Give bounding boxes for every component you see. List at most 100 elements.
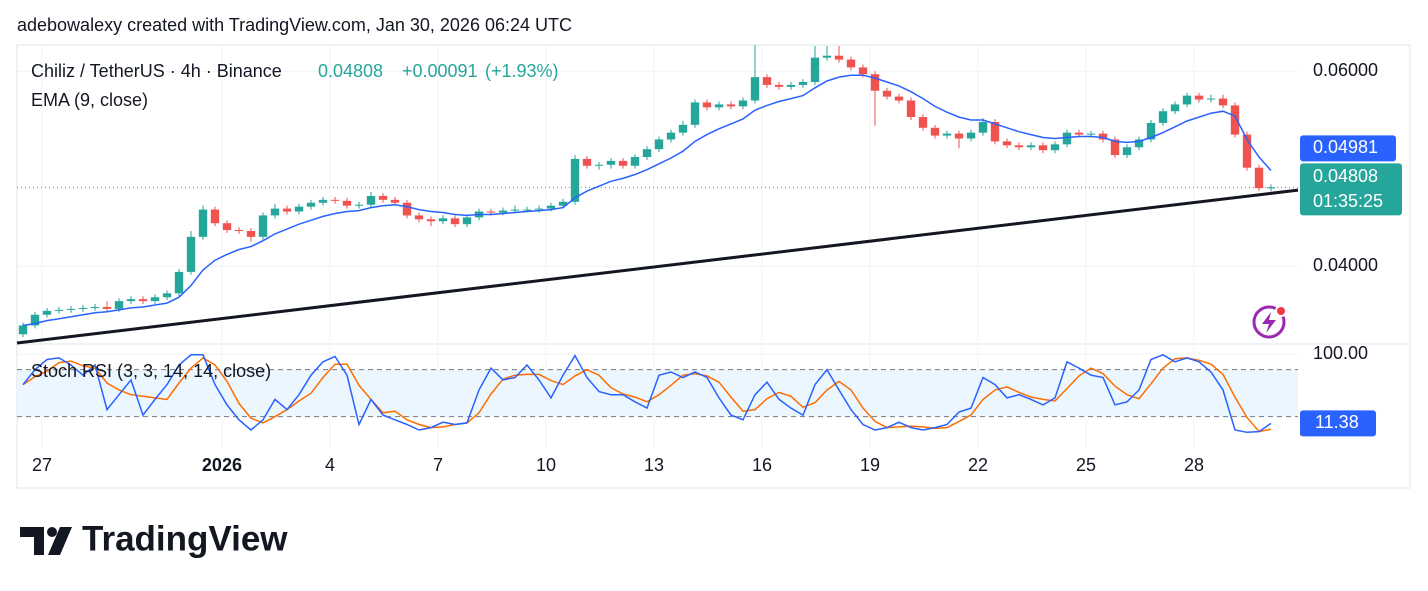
x-tick-label: 25 <box>1076 455 1096 475</box>
candle-body <box>990 121 1000 142</box>
candle-body <box>1194 95 1204 100</box>
candle-body <box>558 201 568 206</box>
candle-body <box>534 208 544 210</box>
candle-body <box>1098 133 1108 140</box>
k-value-label: 11.38 <box>1315 412 1359 432</box>
x-tick-label: 22 <box>968 455 988 475</box>
brand-logo <box>20 527 72 555</box>
candle-body <box>1266 187 1276 189</box>
candle-body <box>714 104 724 108</box>
candle-body <box>1062 132 1072 145</box>
candle-body <box>450 218 460 225</box>
x-tick-label: 7 <box>433 455 443 475</box>
x-tick-label: 16 <box>752 455 772 475</box>
candle-body <box>378 195 388 200</box>
candle-body <box>774 84 784 87</box>
candle-body <box>618 160 628 166</box>
candle-body <box>546 205 556 209</box>
candle-body <box>186 236 196 272</box>
candle-body <box>750 77 760 101</box>
candle-body <box>918 117 928 128</box>
candle-body <box>330 199 340 201</box>
stoch-line <box>22 353 1272 434</box>
candle-body <box>354 204 364 206</box>
candle-body <box>150 297 160 302</box>
candle-body <box>798 82 808 85</box>
candle-body <box>762 77 772 85</box>
candle-body <box>90 306 100 308</box>
candle-body <box>54 309 64 311</box>
ema-legend: EMA (9, close) <box>31 90 148 110</box>
candle-body <box>966 132 976 139</box>
x-tick-label: 28 <box>1184 455 1204 475</box>
price-change: +0.00091 <box>402 61 478 81</box>
candle-body <box>906 100 916 118</box>
candle-body <box>366 195 376 205</box>
candle-body <box>414 215 424 220</box>
candle-body <box>258 215 268 237</box>
candle-body <box>1242 134 1252 168</box>
x-tick-label: 13 <box>644 455 664 475</box>
x-tick-label: 27 <box>32 455 52 475</box>
candle-body <box>846 59 856 68</box>
candle-body <box>702 102 712 108</box>
x-tick-label: 19 <box>860 455 880 475</box>
candle-body <box>810 57 820 83</box>
candle-body <box>726 104 736 107</box>
y-tick-label: 0.06000 <box>1313 60 1378 80</box>
alert-icon[interactable] <box>1252 305 1287 339</box>
stoch-title: Stoch RSI (3, 3, 14, 14, close) <box>31 361 271 381</box>
x-tick-label: 2026 <box>202 455 242 475</box>
candle-body <box>942 133 952 136</box>
candle-body <box>978 121 988 133</box>
candle-body <box>666 132 676 140</box>
candle-body <box>198 209 208 237</box>
attribution: adebowalexy created with TradingView.com… <box>17 15 572 35</box>
candle-body <box>402 202 412 216</box>
candle-body <box>294 206 304 212</box>
candle-body <box>42 310 52 315</box>
candle-body <box>882 90 892 97</box>
symbol-title: Chiliz / TetherUS · 4h · Binance <box>31 61 282 81</box>
candle-body <box>126 299 136 302</box>
candle-body <box>786 84 796 87</box>
price-value-label: 0.04808 <box>1313 166 1378 186</box>
countdown-label: 01:35:25 <box>1313 191 1383 211</box>
candle-body <box>270 208 280 216</box>
candle-body <box>1026 145 1036 148</box>
candle-body <box>390 199 400 203</box>
candle-body <box>282 208 292 212</box>
candle-body <box>1086 133 1096 135</box>
candle-body <box>162 293 172 298</box>
candle-body <box>438 218 448 222</box>
x-tick-label: 10 <box>536 455 556 475</box>
candle-body <box>570 158 580 202</box>
ema-line <box>22 74 1272 327</box>
candle-body <box>822 55 832 58</box>
candle-body <box>306 202 316 207</box>
candle-body <box>234 230 244 232</box>
candle-body <box>1170 104 1180 112</box>
candle-body <box>1002 141 1012 146</box>
y-tick-label: 0.04000 <box>1313 255 1378 275</box>
candle-body <box>1230 105 1240 135</box>
candle-body <box>1158 111 1168 123</box>
candle-body <box>1206 98 1216 100</box>
candle-body <box>102 306 112 309</box>
candle-body <box>870 74 880 91</box>
candle-body <box>18 325 28 335</box>
candle-body <box>138 299 148 302</box>
candle-body <box>1014 145 1024 148</box>
candle-body <box>246 231 256 237</box>
candle-body <box>1050 144 1060 151</box>
candle-body <box>858 67 868 75</box>
candle-body <box>498 210 508 213</box>
candle-body <box>222 223 232 231</box>
candle-body <box>690 102 700 125</box>
ema-value-label: 0.04981 <box>1313 137 1378 157</box>
candle-body <box>174 271 184 294</box>
candle-body <box>630 156 640 166</box>
candle-body <box>1122 147 1132 156</box>
